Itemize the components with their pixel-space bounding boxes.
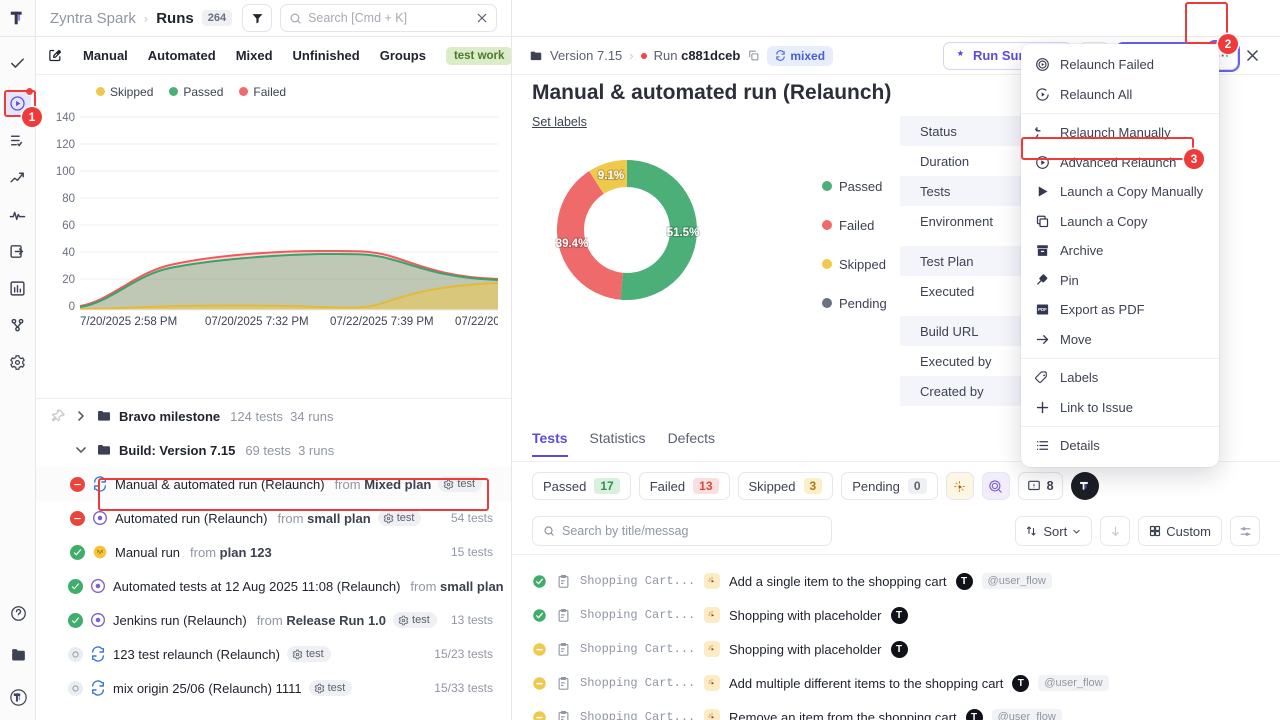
svg-text:60: 60 xyxy=(62,220,75,232)
svg-text:80: 80 xyxy=(62,193,75,205)
svg-text:07/22/2025 7:54 P: 07/22/2025 7:54 P xyxy=(455,316,498,328)
svg-text:51.5%: 51.5% xyxy=(667,227,700,239)
svg-text:100: 100 xyxy=(56,166,75,178)
svg-text:07/20/2025 7:32 PM: 07/20/2025 7:32 PM xyxy=(205,316,309,328)
svg-text:39.4%: 39.4% xyxy=(556,238,589,250)
svg-text:PDF: PDF xyxy=(1038,307,1047,312)
svg-text:07/22/2025 7:39 PM: 07/22/2025 7:39 PM xyxy=(330,316,434,328)
svg-text:0: 0 xyxy=(69,301,75,313)
svg-text:9.1%: 9.1% xyxy=(598,170,624,182)
svg-text:20: 20 xyxy=(62,274,75,286)
svg-text:120: 120 xyxy=(56,139,75,151)
svg-text:7/20/2025 2:58 PM: 7/20/2025 2:58 PM xyxy=(80,316,177,328)
svg-text:40: 40 xyxy=(62,247,75,259)
svg-text:140: 140 xyxy=(56,112,75,124)
